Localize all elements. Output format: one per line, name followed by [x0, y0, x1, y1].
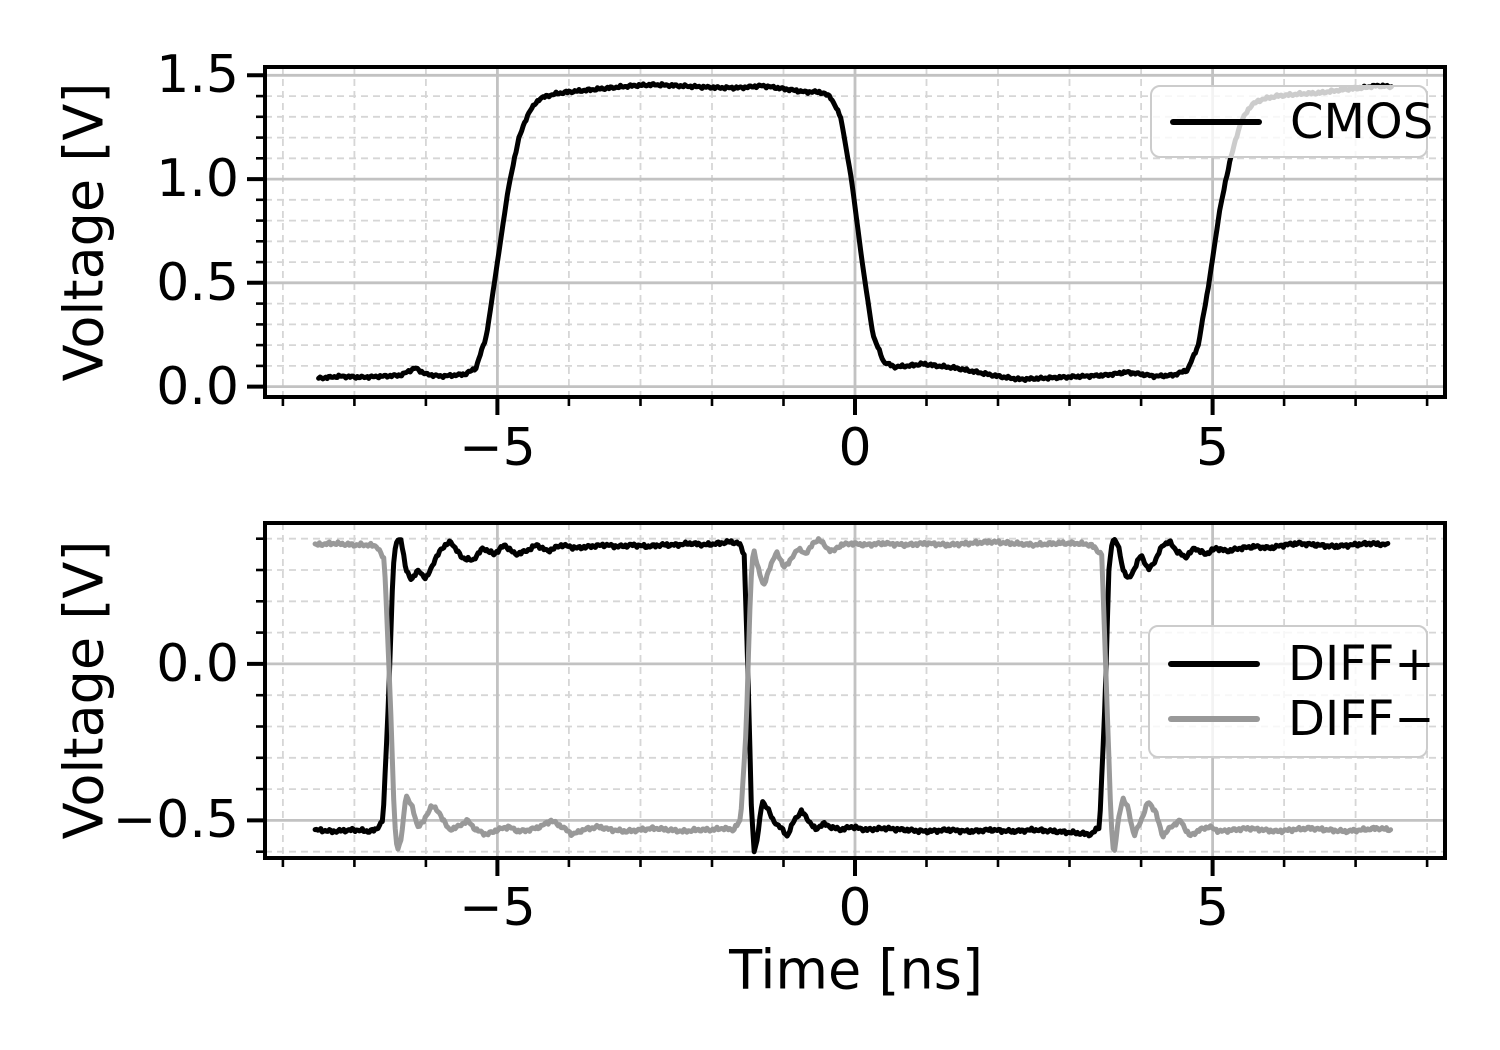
plot1-xtick-label-2: 5 [1196, 418, 1230, 478]
legend-bottom: DIFF+ DIFF− [1148, 625, 1435, 758]
plot1-ytick-label-0: 0.0 [156, 356, 239, 417]
plot1-ytick-label-3: 1.5 [156, 45, 239, 106]
bottom-plot-ylabel: Voltage [V] [52, 540, 116, 840]
x-axis-label: Time [ns] [729, 938, 983, 1002]
plot1-xtick-label-0: −5 [459, 418, 536, 478]
legend-line-diff-plus-icon [1168, 661, 1260, 667]
plot2-xtick-label-0: −5 [459, 878, 536, 938]
plot2-ytick-label-0: 0.0 [156, 633, 239, 694]
legend-label-diff-plus: DIFF+ [1288, 636, 1435, 692]
legend-entry-diff-minus: DIFF− [1168, 695, 1435, 743]
legend-line-diff-minus-icon [1168, 716, 1260, 722]
plot1-ytick-label-2: 1.0 [156, 149, 239, 210]
legend-entry-cmos: CMOS [1170, 98, 1433, 146]
plot1-xtick-label-1: 0 [838, 418, 872, 478]
top-plot-ylabel: Voltage [V] [52, 82, 116, 382]
legend-label-diff-minus: DIFF− [1288, 691, 1435, 747]
plot2-ytick-label-1: −0.5 [112, 790, 239, 851]
legend-top: CMOS [1150, 85, 1433, 158]
plot2-xtick-label-2: 5 [1196, 878, 1230, 938]
plot2-xtick-label-1: 0 [838, 878, 872, 938]
plot1-ytick-label-1: 0.5 [156, 252, 239, 313]
legend-entry-diff-plus: DIFF+ [1168, 640, 1435, 688]
legend-label-cmos: CMOS [1290, 93, 1434, 150]
legend-line-cmos-icon [1170, 118, 1262, 125]
